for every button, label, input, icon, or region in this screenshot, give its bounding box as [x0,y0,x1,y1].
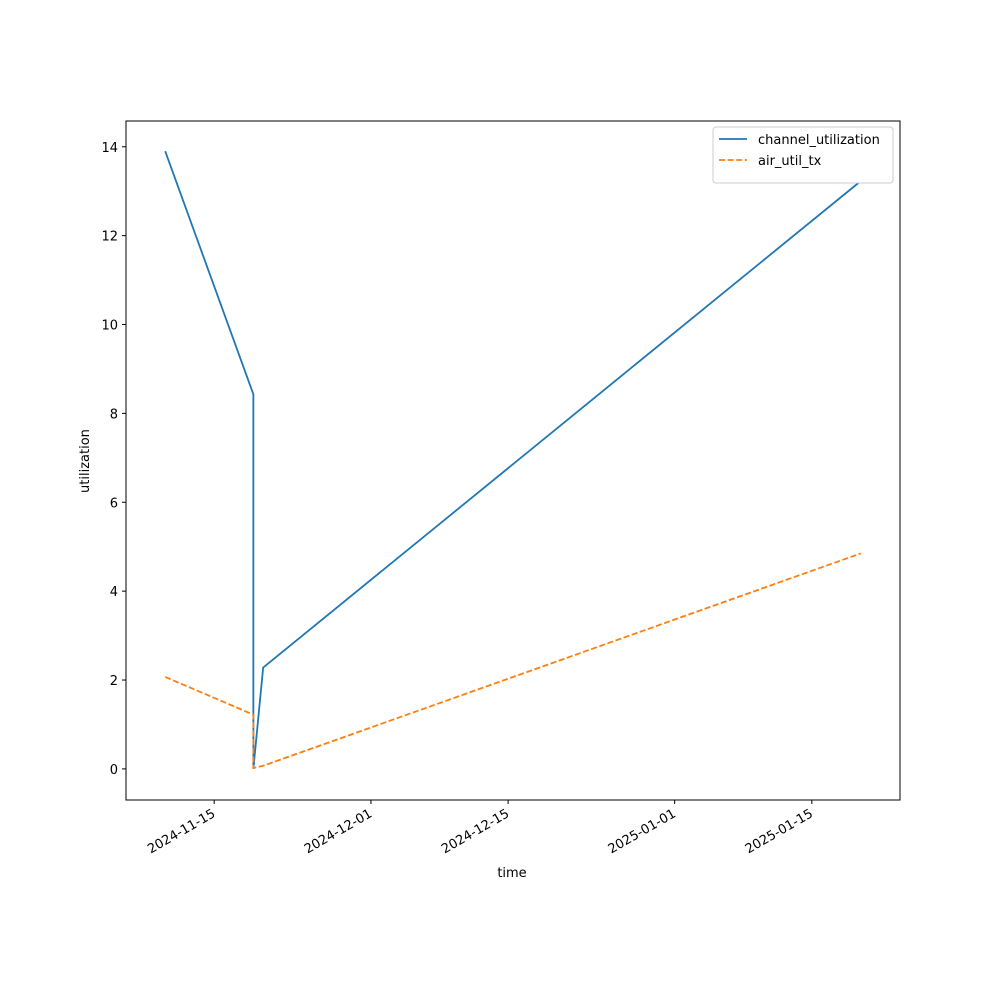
y-tick-label: 2 [110,674,118,689]
y-tick-label: 10 [101,319,118,334]
legend-box [712,126,894,184]
y-tick-label: 8 [110,407,118,422]
legend-label: air_util_tx [758,154,822,169]
y-tick-label: 0 [110,763,118,778]
y-tick-label: 6 [110,496,118,511]
data-line [164,552,862,770]
y-tick-label: 14 [101,141,118,156]
y-tick-label: 12 [101,230,118,245]
legend-label: channel_utilization [758,133,880,148]
y-tick-label: 4 [110,585,118,600]
y-axis-label: utilization [78,429,93,493]
plot-frame [125,120,901,801]
x-axis-label: time [497,866,526,881]
